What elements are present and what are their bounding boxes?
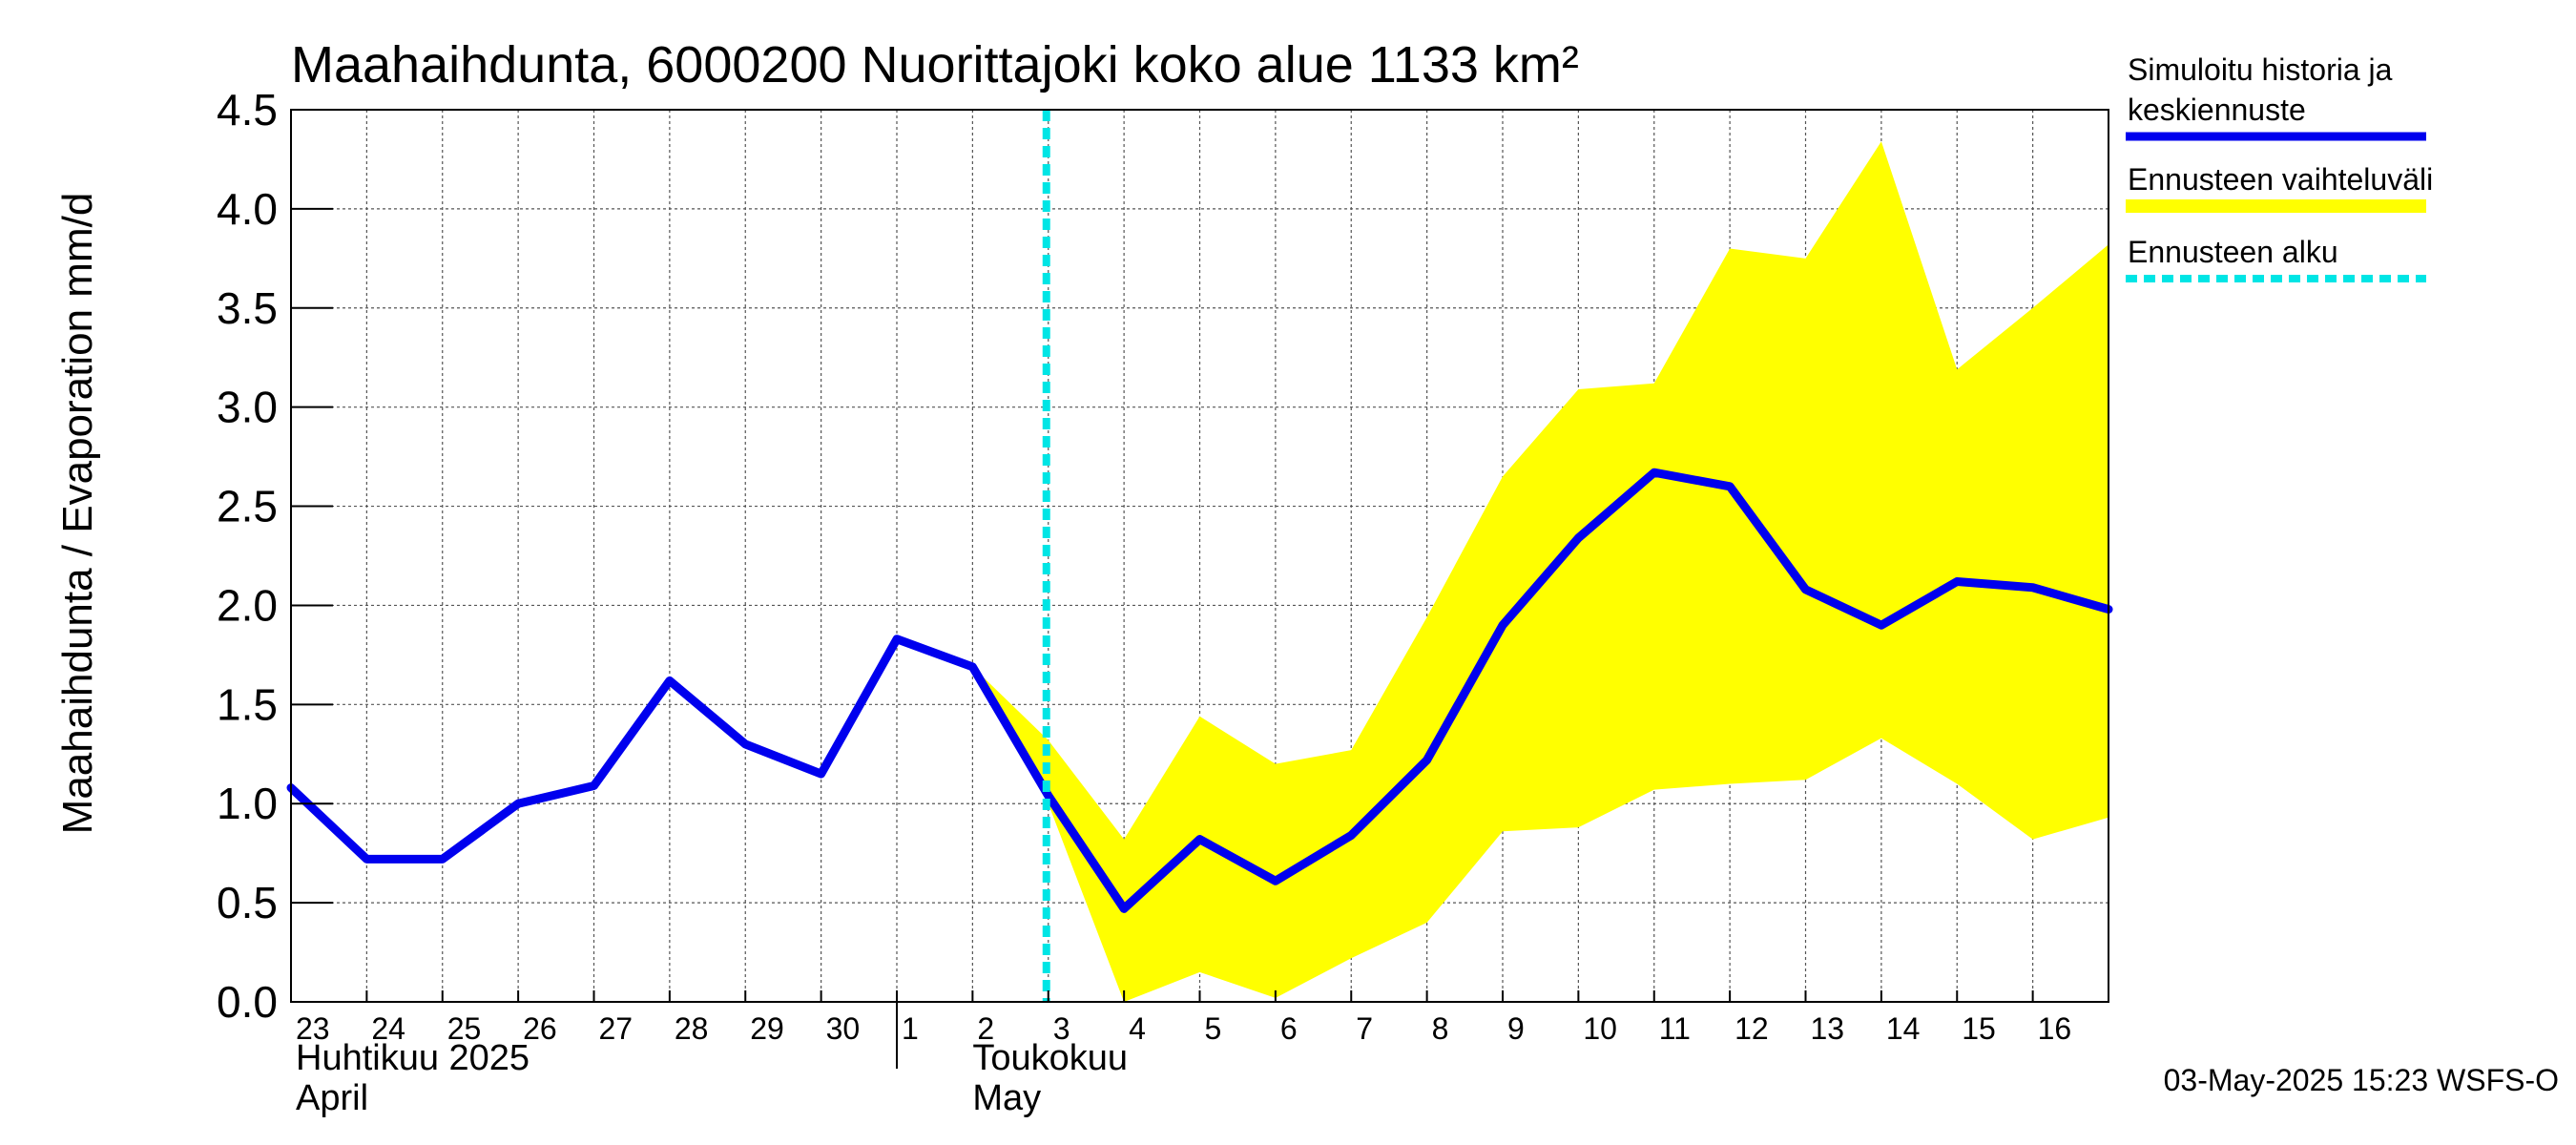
y-axis: 0.0 0.5 1.0 1.5 2.0 2.5 3.0 3.5 4.0 4.5 xyxy=(217,85,333,1027)
data-point xyxy=(1653,471,1655,473)
x-tick-label: 29 xyxy=(750,1011,784,1046)
x-tick-label: 6 xyxy=(1280,1011,1298,1046)
data-point xyxy=(1048,795,1049,797)
x-tick-label: 3 xyxy=(1053,1011,1070,1046)
x-tick-label: 16 xyxy=(2038,1011,2072,1046)
month-label-fi: Toukokuu xyxy=(972,1038,1128,1078)
data-point xyxy=(365,858,367,860)
y-tick-label: 4.5 xyxy=(217,85,278,135)
data-point xyxy=(1123,907,1125,909)
x-axis: 23 24 25 26 27 28 29 30 1 2 3 4 5 6 7 8 9 10 11 12 13 14 15 16H… xyxy=(290,990,2109,1118)
legend: Simuloitu historia ja keskiennuste Ennuste… xyxy=(2126,52,2433,282)
x-tick-label: 9 xyxy=(1507,1011,1525,1046)
x-tick-label: 15 xyxy=(1962,1011,1996,1046)
x-tick-label: 30 xyxy=(826,1011,861,1046)
x-tick-label: 26 xyxy=(523,1011,557,1046)
x-tick-label: 7 xyxy=(1356,1011,1373,1046)
data-point xyxy=(1275,880,1277,882)
legend-label-range: Ennusteen vaihteluväli xyxy=(2128,162,2433,197)
y-axis-label: Maahaihdunta / Evaporation mm/d xyxy=(54,193,101,835)
y-tick-label: 1.0 xyxy=(217,779,278,828)
data-point xyxy=(1805,589,1806,591)
data-point xyxy=(1502,624,1504,626)
x-tick-label: 11 xyxy=(1659,1011,1691,1046)
legend-label-simulated-line2: keskiennuste xyxy=(2128,93,2306,127)
x-tick-label: 10 xyxy=(1583,1011,1617,1046)
data-point xyxy=(971,666,973,668)
data-point xyxy=(2032,587,2034,589)
month-label-en: April xyxy=(296,1078,368,1118)
x-tick-label: 1 xyxy=(902,1011,919,1046)
x-tick-label: 25 xyxy=(447,1011,482,1046)
chart-title: Maahaihdunta, 6000200 Nuorittajoki koko … xyxy=(291,36,1579,94)
data-point xyxy=(1350,834,1352,836)
legend-label-forecast-start: Ennusteen alku xyxy=(2128,235,2338,269)
data-point xyxy=(1199,839,1200,841)
y-tick-label: 0.5 xyxy=(217,878,278,927)
y-tick-label: 0.0 xyxy=(217,977,278,1027)
month-label-fi: Huhtikuu 2025 xyxy=(296,1038,530,1078)
x-tick-label: 4 xyxy=(1129,1011,1146,1046)
y-tick-label: 2.0 xyxy=(217,580,278,630)
x-tick-label: 5 xyxy=(1205,1011,1222,1046)
x-tick-label: 14 xyxy=(1886,1011,1921,1046)
x-tick-label: 24 xyxy=(371,1011,405,1046)
data-point xyxy=(593,785,594,787)
x-tick-label: 13 xyxy=(1811,1011,1845,1046)
y-tick-label: 3.0 xyxy=(217,383,278,432)
y-tick-label: 1.5 xyxy=(217,679,278,729)
data-point xyxy=(517,802,519,804)
x-tick-label: 12 xyxy=(1735,1011,1769,1046)
x-tick-label: 23 xyxy=(296,1011,330,1046)
data-point xyxy=(744,743,746,745)
forecast-band-layer xyxy=(972,141,2109,1002)
data-point xyxy=(1880,624,1882,626)
data-point xyxy=(896,638,898,640)
x-tick-label: 2 xyxy=(977,1011,994,1046)
data-point xyxy=(442,858,444,860)
series-layer xyxy=(286,468,2113,913)
legend-label-simulated: Simuloitu historia ja xyxy=(2128,52,2393,87)
data-point xyxy=(1577,537,1579,539)
y-tick-label: 3.5 xyxy=(217,283,278,333)
y-tick-label: 4.0 xyxy=(217,184,278,234)
x-tick-label: 28 xyxy=(675,1011,709,1046)
month-label-en: May xyxy=(972,1078,1041,1118)
data-point xyxy=(1729,486,1731,488)
forecast-range-band xyxy=(972,141,2109,1002)
y-tick-label: 2.5 xyxy=(217,482,278,531)
x-tick-label: 27 xyxy=(599,1011,634,1046)
data-point xyxy=(669,679,671,681)
timestamp-footer: 03-May-2025 15:23 WSFS-O xyxy=(2164,1063,2559,1097)
data-point xyxy=(1956,581,1958,583)
x-tick-label: 8 xyxy=(1432,1011,1449,1046)
